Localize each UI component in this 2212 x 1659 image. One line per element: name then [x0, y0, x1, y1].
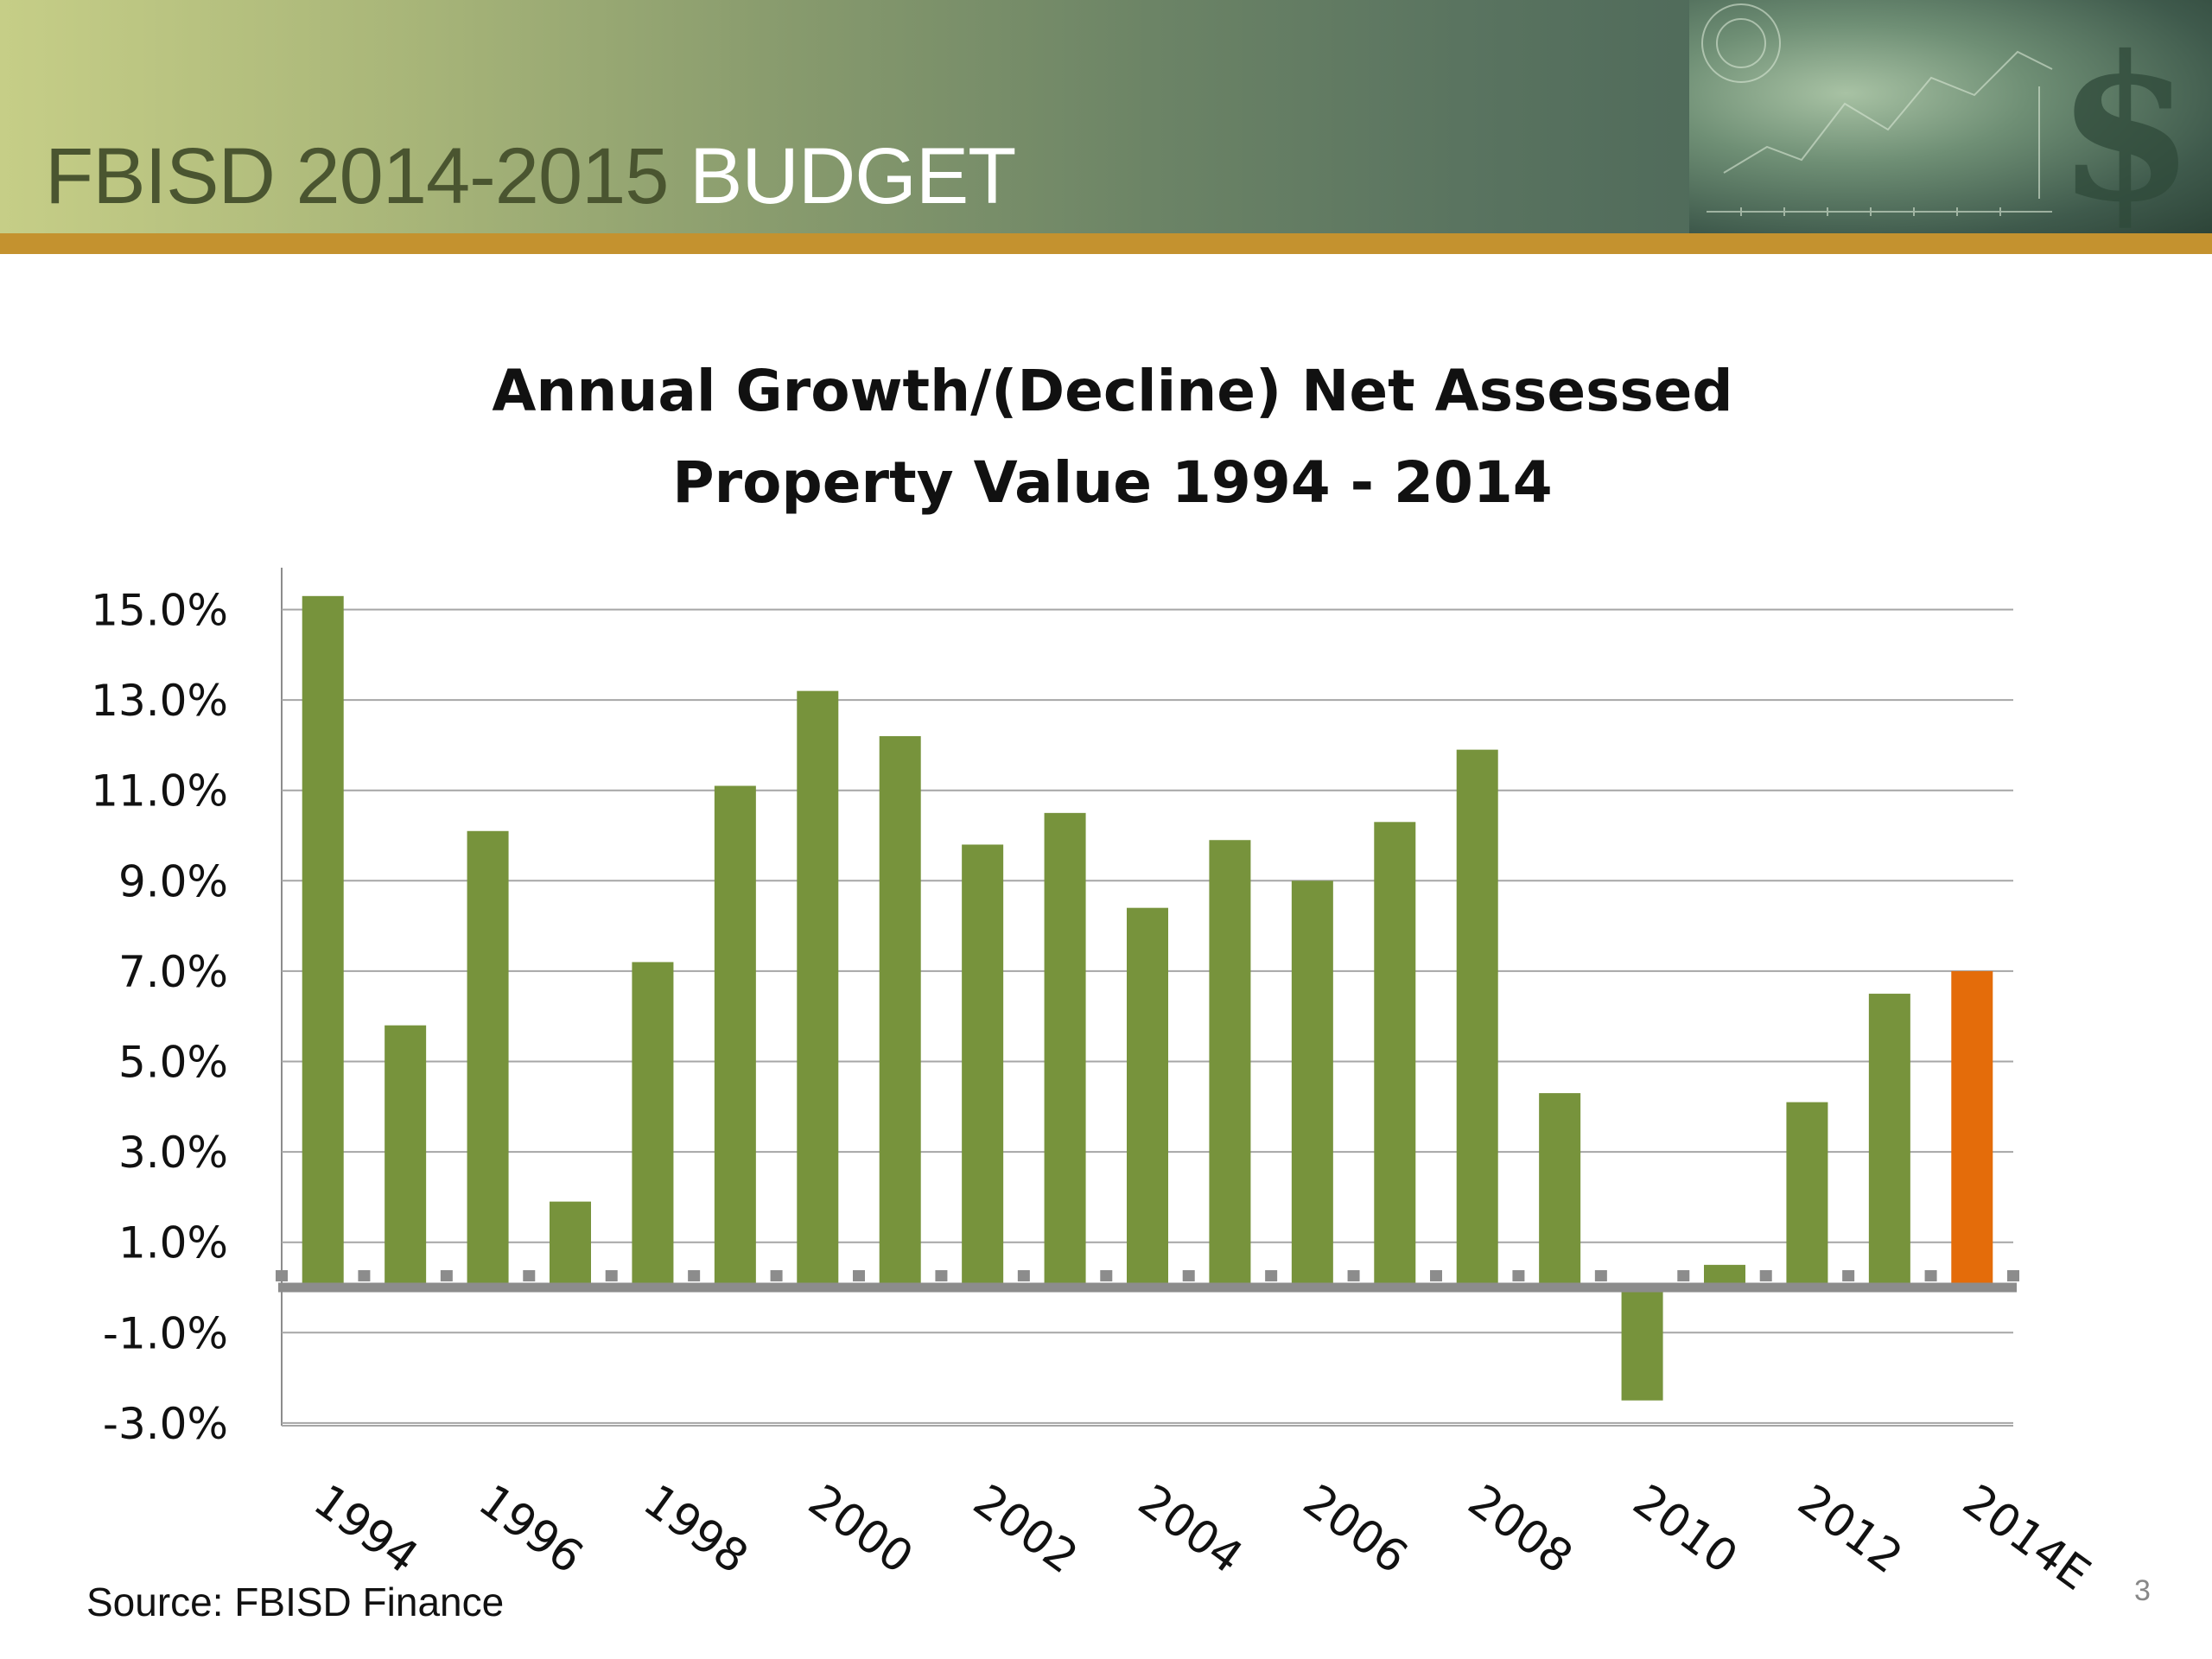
baseline-tick — [1430, 1270, 1442, 1281]
y-tick-label: 3.0% — [118, 1128, 228, 1178]
baseline-tick — [523, 1270, 536, 1281]
bar — [302, 595, 344, 1287]
bar — [1621, 1287, 1663, 1401]
header-banner: $ FBISD 2014-2015 BUDGET — [0, 0, 2212, 233]
bar — [797, 690, 839, 1287]
budget-title-part1: FBISD 2014-2015 — [45, 132, 669, 220]
source-note: Source: FBISD Finance — [86, 1580, 505, 1624]
bar — [550, 1201, 591, 1287]
x-tick-label: 2000 — [799, 1475, 922, 1584]
baseline-tick — [1100, 1270, 1113, 1281]
y-tick-label: -3.0% — [103, 1399, 228, 1449]
bar — [385, 1025, 427, 1287]
chart-title-line2: Property Value 1994 - 2014 — [672, 449, 1553, 516]
x-tick-label: 2002 — [964, 1475, 1087, 1584]
x-tick-label: 2010 — [1624, 1475, 1746, 1584]
bar — [1374, 822, 1416, 1287]
x-tick-label: 2006 — [1294, 1475, 1416, 1584]
y-tick-label: -1.0% — [103, 1308, 228, 1358]
baseline-tick — [1182, 1270, 1195, 1281]
baseline-tick — [1842, 1270, 1855, 1281]
baseline-tick — [688, 1270, 701, 1281]
baseline-tick — [1594, 1270, 1607, 1281]
baseline-tick — [935, 1270, 948, 1281]
y-tick-label: 7.0% — [118, 947, 228, 997]
x-tick-label: 2014E — [1954, 1475, 2100, 1601]
bar — [1539, 1093, 1581, 1287]
bar — [632, 962, 674, 1287]
y-tick-label: 1.0% — [118, 1218, 228, 1268]
x-tick-label: 1996 — [469, 1475, 592, 1584]
bar — [1868, 994, 1910, 1287]
baseline-tick — [440, 1270, 453, 1281]
y-tick-label: 11.0% — [91, 766, 228, 817]
bar — [467, 830, 509, 1287]
bar — [714, 785, 756, 1287]
baseline-tick — [358, 1270, 371, 1281]
bar — [1044, 812, 1086, 1287]
baseline-tick — [1265, 1270, 1278, 1281]
bar — [1456, 749, 1498, 1287]
bar — [962, 844, 1004, 1287]
baseline-tick — [1677, 1270, 1690, 1281]
budget-title-part2: BUDGET — [690, 132, 1016, 220]
baseline-tick — [1924, 1270, 1937, 1281]
baseline-tick — [853, 1270, 865, 1281]
baseline-tick — [1347, 1270, 1360, 1281]
chart-title-line1: Annual Growth/(Decline) Net Assessed — [492, 358, 1733, 424]
x-tick-label: 1994 — [304, 1475, 427, 1584]
header-divider — [0, 233, 2212, 254]
baseline-tick — [1512, 1270, 1525, 1281]
bar-estimate — [1951, 970, 1993, 1287]
y-tick-label: 5.0% — [118, 1038, 228, 1088]
bar — [1209, 840, 1251, 1287]
baseline-tick — [2007, 1270, 2019, 1281]
y-tick-label: 9.0% — [118, 856, 228, 906]
y-tick-label: 15.0% — [91, 586, 228, 636]
baseline-tick — [770, 1270, 783, 1281]
x-tick-label: 2004 — [1128, 1475, 1251, 1584]
baseline-tick — [1017, 1270, 1030, 1281]
budget-title: FBISD 2014-2015 BUDGET — [45, 137, 1016, 216]
x-tick-label: 1998 — [634, 1475, 757, 1584]
finance-collage-icon: $ — [1689, 0, 2212, 233]
bar — [1786, 1102, 1828, 1287]
baseline-tick — [605, 1270, 618, 1281]
y-tick-label: 13.0% — [91, 676, 228, 726]
bar — [879, 735, 921, 1287]
x-tick-label: 2012 — [1789, 1475, 1911, 1584]
svg-text:$: $ — [2056, 13, 2195, 233]
bar — [1291, 880, 1333, 1287]
x-tick-label: 2008 — [1459, 1475, 1581, 1584]
chart-title: Annual Growth/(Decline) Net Assessed Pro… — [0, 346, 2212, 529]
baseline-tick — [1759, 1270, 1772, 1281]
page-number: 3 — [2134, 1574, 2151, 1607]
baseline-tick — [276, 1270, 288, 1281]
bar — [1127, 907, 1168, 1287]
